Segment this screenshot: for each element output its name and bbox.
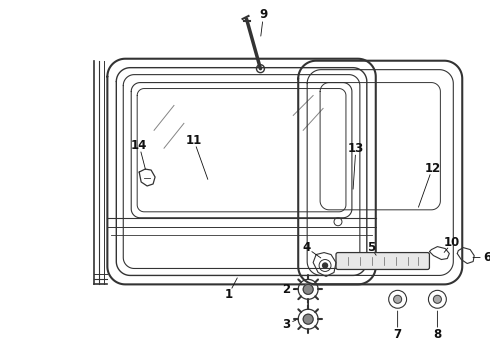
Text: 3: 3: [282, 318, 291, 330]
Text: 9: 9: [259, 9, 268, 22]
Text: 12: 12: [424, 162, 441, 175]
Circle shape: [303, 284, 313, 294]
Circle shape: [434, 295, 441, 303]
Circle shape: [322, 263, 327, 268]
Text: 11: 11: [186, 134, 202, 147]
Text: 13: 13: [348, 142, 364, 155]
Circle shape: [393, 295, 402, 303]
Text: 2: 2: [282, 283, 291, 296]
Text: 6: 6: [483, 251, 490, 264]
Text: 4: 4: [302, 241, 310, 254]
Text: 14: 14: [131, 139, 147, 152]
Circle shape: [303, 314, 313, 324]
Text: 10: 10: [444, 236, 461, 249]
Text: 1: 1: [224, 288, 233, 301]
FancyBboxPatch shape: [336, 253, 429, 270]
Text: 5: 5: [367, 241, 375, 254]
Text: 8: 8: [433, 328, 441, 341]
Text: 7: 7: [393, 328, 402, 341]
